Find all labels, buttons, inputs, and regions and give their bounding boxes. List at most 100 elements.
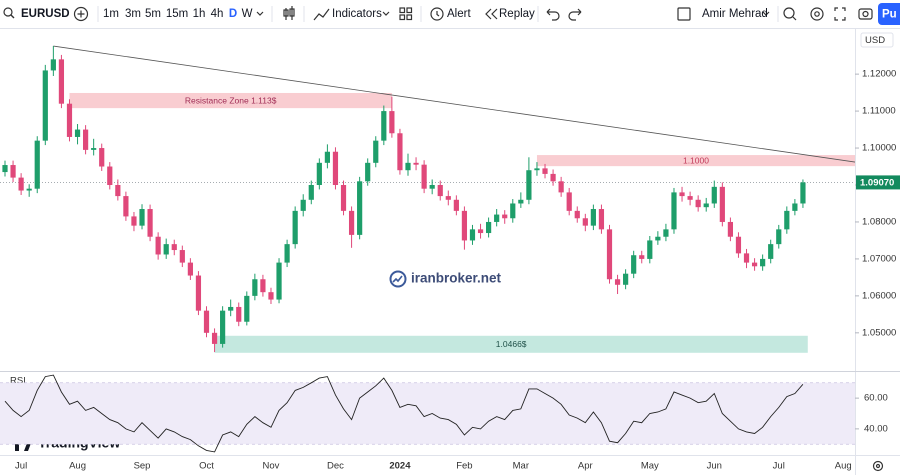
candle-body [397,133,403,171]
interval-button[interactable]: D [229,8,237,20]
candle-body [502,214,508,219]
candle-body [252,279,258,296]
candle-body [518,199,524,204]
undo[interactable] [546,8,560,21]
currency-label[interactable]: USD [865,35,885,46]
candle-body [260,279,266,293]
candle-body [542,168,548,174]
candle-body [550,173,556,182]
candle-body [582,218,588,226]
quick-search[interactable] [783,7,797,21]
interval-button[interactable]: 15m [166,8,188,20]
chart-type-icon[interactable] [283,6,295,20]
candle-body [727,221,733,237]
candle-body [211,332,218,344]
zone-label: 1.1000 [683,155,709,165]
price-pane: Resistance Zone 1.113$ 1.1000 1.0466$ [0,45,855,353]
layout-checkbox[interactable] [677,7,691,21]
candle-body [526,170,532,200]
candle-body [566,192,572,211]
candle-body [486,221,492,234]
layouts-icon[interactable] [399,7,413,21]
candle-body [373,140,379,163]
x-tick-label: Feb [456,461,472,472]
candle-body [357,181,363,235]
candle-body [760,258,766,267]
candle-body [623,273,629,285]
candle-body [195,275,202,311]
candle-body [2,165,8,173]
settings[interactable] [810,7,824,21]
rsi-line [4,374,804,453]
candle-body [679,192,685,197]
snapshot[interactable] [858,8,873,20]
publish-button[interactable] [878,3,900,25]
candle-body [203,310,210,333]
candle-body [655,236,661,241]
candle-body [639,255,645,259]
zone-label: 1.0466$ [496,339,527,349]
candle-body [445,196,451,200]
user-dropdown[interactable] [762,11,770,16]
candle-body [365,162,371,182]
publish-label[interactable]: Pu [882,9,897,21]
price-zone [69,92,392,109]
candle-body [171,244,177,251]
interval-button[interactable]: 3m [125,8,141,20]
candle-body [405,162,411,171]
y-tick-label: 1.07000 [862,253,896,264]
candle-body [768,244,774,259]
candle-body [155,236,161,255]
candle-body [784,210,790,230]
x-tick-label: Dec [327,461,344,472]
trendline [53,45,855,163]
time-settings[interactable] [872,460,884,472]
watermark-text: iranbroker.net [411,271,502,286]
x-tick-label: Apr [578,461,593,472]
candle-body [437,185,443,197]
interval-button[interactable]: W [242,8,253,20]
candle-body [631,255,637,274]
x-tick-label: Jul [773,461,785,472]
candle-body [711,186,717,204]
candle-body [220,310,226,344]
indicators-label[interactable]: Indicators [332,8,382,20]
candle-body [10,165,16,178]
interval-button[interactable]: 4h [211,8,224,20]
candle-body [147,209,153,237]
candle-body [324,151,330,163]
candle-body [99,148,105,167]
alert-label[interactable]: Alert [447,8,471,20]
candle-body [332,151,339,185]
replay-label[interactable]: Replay [499,8,535,20]
indicators-dropdown[interactable] [382,11,390,16]
redo[interactable] [568,8,582,21]
candle-body [735,236,742,254]
candle-body [236,306,242,322]
price-zone [536,155,855,167]
candle-body [18,177,24,191]
interval-dropdown[interactable] [256,11,264,16]
candle-body [477,229,484,234]
currency-box[interactable] [860,32,894,48]
candle-body [413,162,419,165]
user-name[interactable]: Amir Mehrad [702,8,768,20]
candle-body [719,186,725,222]
symbol[interactable]: EURUSD [21,8,70,20]
candle-body [534,168,540,171]
fullscreen[interactable] [834,7,846,21]
candle-body [453,199,459,211]
interval-button[interactable]: 1m [103,8,119,20]
candle-body [300,199,306,211]
search-icon[interactable] [3,7,13,17]
y-tick-label: 1.05000 [862,327,896,338]
interval-button[interactable]: 1h [193,8,206,20]
candle-body [340,185,347,211]
interval-button[interactable]: 5m [145,8,161,20]
candle-body [663,229,669,237]
candle-body [284,244,290,263]
candle-body [751,262,758,267]
rsi-title: RSI [10,376,26,387]
y-tick-label: 60.00 [864,393,888,404]
add-symbol[interactable] [73,6,89,22]
